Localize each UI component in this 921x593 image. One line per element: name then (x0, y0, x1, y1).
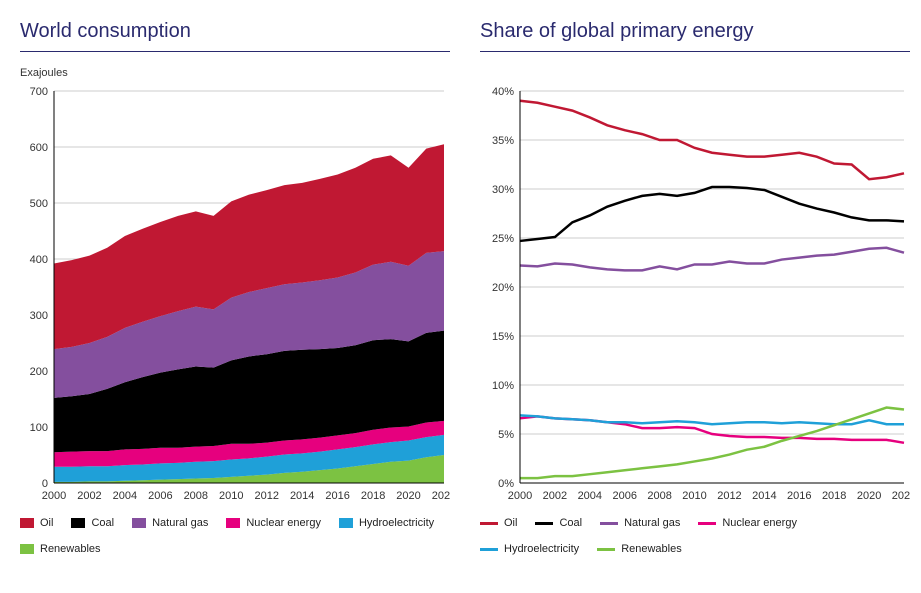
legend-line-swatch (480, 522, 498, 525)
svg-text:20%: 20% (492, 282, 514, 294)
legend-label: Nuclear energy (246, 517, 321, 529)
chart-container: World consumption Exajoules 0 100 200 300 40… (20, 20, 901, 555)
right-panel: Share of global primary energy 0% 5% 10% 15… (480, 20, 910, 555)
legend-label: Hydroelectricity (359, 517, 434, 529)
svg-text:2000: 2000 (42, 490, 66, 502)
legend-label: Hydroelectricity (504, 543, 579, 555)
svg-text:600: 600 (30, 142, 48, 154)
svg-text:200: 200 (30, 366, 48, 378)
legend-label: Coal (91, 517, 114, 529)
svg-text:5%: 5% (498, 429, 514, 441)
legend-item: Oil (20, 517, 53, 529)
svg-text:2004: 2004 (113, 490, 137, 502)
svg-text:2012: 2012 (254, 490, 278, 502)
right-chart: 0% 5% 10% 15% 20% 25% 30% 35% 40% 2000 2002 2004 200… (480, 85, 910, 505)
legend-item: Coal (71, 517, 114, 529)
svg-text:2014: 2014 (752, 490, 776, 502)
svg-text:2018: 2018 (822, 490, 846, 502)
svg-text:2010: 2010 (682, 490, 706, 502)
svg-text:2012: 2012 (717, 490, 741, 502)
legend-item: Oil (480, 517, 517, 529)
legend-label: Nuclear energy (722, 517, 797, 529)
legend-label: Renewables (621, 543, 682, 555)
svg-text:2018: 2018 (361, 490, 385, 502)
svg-text:2016: 2016 (787, 490, 811, 502)
legend-swatch (71, 518, 85, 528)
legend-line-swatch (597, 548, 615, 551)
svg-text:2020: 2020 (396, 490, 420, 502)
legend-swatch (339, 518, 353, 528)
legend-line-swatch (600, 522, 618, 525)
svg-text:15%: 15% (492, 331, 514, 343)
svg-text:2014: 2014 (290, 490, 314, 502)
svg-text:2010: 2010 (219, 490, 243, 502)
legend-item: Nuclear energy (698, 517, 797, 529)
svg-text:2002: 2002 (77, 490, 101, 502)
svg-text:25%: 25% (492, 233, 514, 245)
svg-text:2000: 2000 (508, 490, 532, 502)
svg-text:40%: 40% (492, 86, 514, 98)
left-title: World consumption (20, 20, 450, 52)
svg-text:2004: 2004 (578, 490, 602, 502)
svg-text:2022: 2022 (892, 490, 910, 502)
svg-text:2016: 2016 (325, 490, 349, 502)
right-legend: Oil Coal Natural gas Nuclear energy Hydroele… (480, 517, 910, 555)
svg-text:2022: 2022 (432, 490, 450, 502)
svg-text:35%: 35% (492, 135, 514, 147)
legend-swatch (226, 518, 240, 528)
svg-text:500: 500 (30, 198, 48, 210)
right-title: Share of global primary energy (480, 20, 910, 52)
legend-item: Hydroelectricity (480, 543, 579, 555)
legend-line-swatch (698, 522, 716, 525)
left-ylabel: Exajoules (20, 67, 450, 79)
svg-text:100: 100 (30, 422, 48, 434)
svg-text:0: 0 (42, 478, 48, 490)
legend-line-swatch (480, 548, 498, 551)
legend-item: Natural gas (132, 517, 208, 529)
legend-line-swatch (535, 522, 553, 525)
svg-text:0%: 0% (498, 478, 514, 490)
legend-label: Renewables (40, 543, 101, 555)
svg-text:30%: 30% (492, 184, 514, 196)
left-chart: 0 100 200 300 400 500 600 700 2000 2002 2004 2006 20… (20, 85, 450, 505)
left-legend: Oil Coal Natural gas Nuclear energy Hydroele… (20, 517, 450, 555)
left-panel: World consumption Exajoules 0 100 200 300 40… (20, 20, 450, 555)
legend-item: Renewables (20, 543, 101, 555)
legend-label: Oil (40, 517, 53, 529)
svg-text:2002: 2002 (543, 490, 567, 502)
legend-label: Natural gas (624, 517, 680, 529)
legend-item: Coal (535, 517, 582, 529)
legend-item: Renewables (597, 543, 682, 555)
legend-label: Natural gas (152, 517, 208, 529)
right-ylabel-spacer (480, 67, 910, 79)
legend-item: Nuclear energy (226, 517, 321, 529)
legend-label: Oil (504, 517, 517, 529)
legend-item: Hydroelectricity (339, 517, 434, 529)
svg-text:2006: 2006 (612, 490, 636, 502)
svg-text:400: 400 (30, 254, 48, 266)
svg-text:2008: 2008 (184, 490, 208, 502)
legend-swatch (132, 518, 146, 528)
svg-text:700: 700 (30, 86, 48, 98)
svg-text:300: 300 (30, 310, 48, 322)
svg-text:2006: 2006 (148, 490, 172, 502)
legend-label: Coal (559, 517, 582, 529)
svg-text:2020: 2020 (857, 490, 881, 502)
svg-text:2008: 2008 (647, 490, 671, 502)
svg-text:10%: 10% (492, 380, 514, 392)
legend-item: Natural gas (600, 517, 680, 529)
legend-swatch (20, 544, 34, 554)
legend-swatch (20, 518, 34, 528)
